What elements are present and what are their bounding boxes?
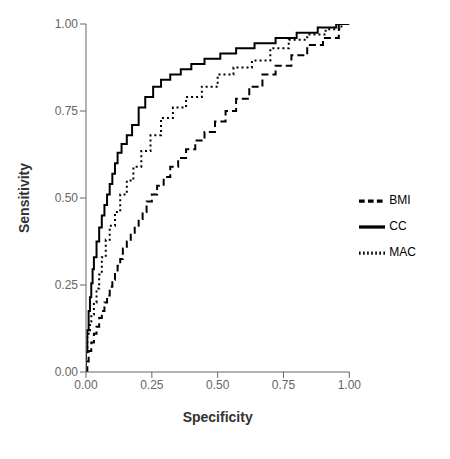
svg-text:0.50: 0.50 <box>55 191 79 205</box>
svg-text:Specificity: Specificity <box>183 409 253 425</box>
svg-text:0.50: 0.50 <box>206 378 230 392</box>
html-text:MAC: MAC <box>389 245 416 260</box>
html-text:CC: CC <box>389 219 407 234</box>
svg-text:0.25: 0.25 <box>140 378 164 392</box>
svg-text:1.00: 1.00 <box>338 378 362 392</box>
svg-text:Sensitivity: Sensitivity <box>16 163 32 233</box>
svg-text:0.00: 0.00 <box>55 365 79 379</box>
svg-text:0.75: 0.75 <box>55 104 79 118</box>
html-text:BMI: BMI <box>389 193 411 208</box>
svg-text:1.00: 1.00 <box>55 17 79 31</box>
svg-text:0.25: 0.25 <box>55 278 79 292</box>
svg-text:0.00: 0.00 <box>74 378 98 392</box>
svg-text:0.75: 0.75 <box>272 378 296 392</box>
